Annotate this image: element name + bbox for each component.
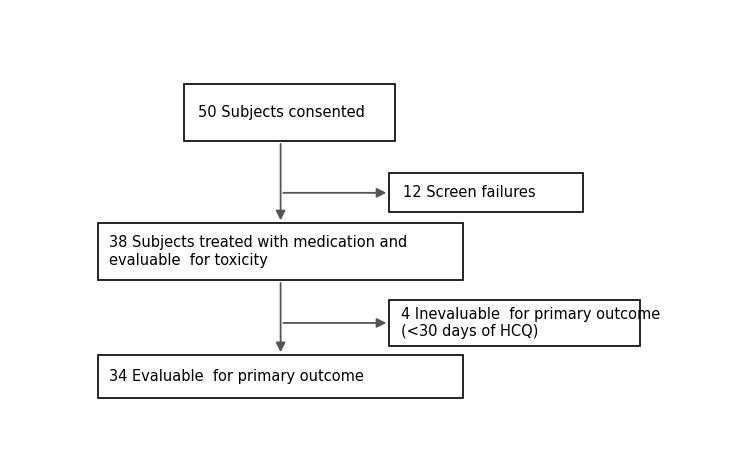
Text: 12 Screen failures: 12 Screen failures <box>403 185 536 200</box>
Text: 34 Evaluable  for primary outcome: 34 Evaluable for primary outcome <box>109 369 364 384</box>
FancyBboxPatch shape <box>389 300 640 346</box>
FancyBboxPatch shape <box>184 84 395 141</box>
FancyBboxPatch shape <box>98 223 464 280</box>
Text: 4 Inevaluable  for primary outcome
(<30 days of HCQ): 4 Inevaluable for primary outcome (<30 d… <box>401 307 660 339</box>
Text: 38 Subjects treated with medication and
evaluable  for toxicity: 38 Subjects treated with medication and … <box>109 236 408 268</box>
Text: 50 Subjects consented: 50 Subjects consented <box>198 105 365 120</box>
FancyBboxPatch shape <box>98 355 464 398</box>
FancyBboxPatch shape <box>389 173 584 213</box>
